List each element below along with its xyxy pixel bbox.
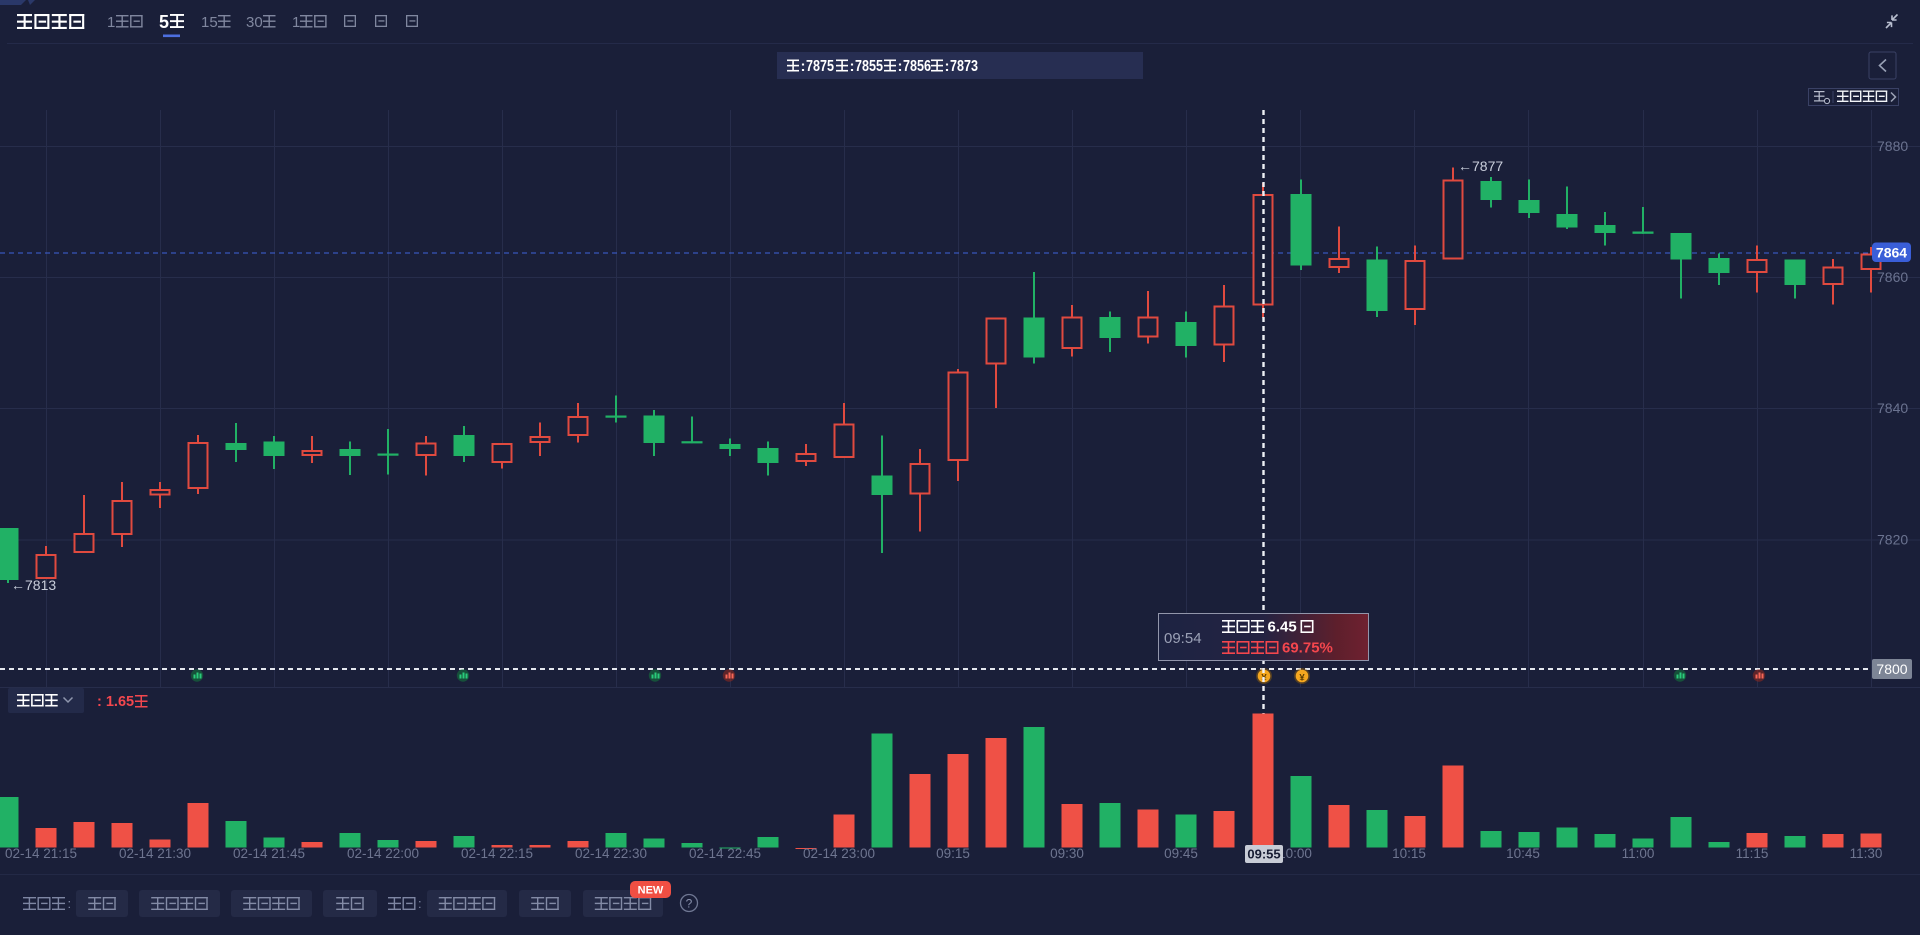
svg-text:7856: 7856 xyxy=(903,58,931,75)
svg-text:02-14 21:30: 02-14 21:30 xyxy=(119,846,191,861)
svg-text:11:15: 11:15 xyxy=(1736,846,1769,861)
svg-text:6.45: 6.45 xyxy=(1268,619,1297,636)
svg-text::: : xyxy=(898,58,903,75)
svg-text::: : xyxy=(850,58,855,75)
svg-text::: : xyxy=(68,896,72,911)
svg-text:09:55: 09:55 xyxy=(1247,847,1280,862)
svg-text:7875: 7875 xyxy=(806,58,834,75)
svg-text:NEW: NEW xyxy=(638,885,664,897)
svg-text:7860: 7860 xyxy=(1877,269,1908,285)
svg-text:30: 30 xyxy=(246,14,263,31)
svg-text:7840: 7840 xyxy=(1877,400,1908,416)
svg-text:←7877: ←7877 xyxy=(1458,158,1503,174)
svg-text:02-14 22:45: 02-14 22:45 xyxy=(689,846,761,861)
svg-text:15: 15 xyxy=(201,14,218,31)
svg-text:10:15: 10:15 xyxy=(1392,846,1426,861)
svg-text:09:45: 09:45 xyxy=(1164,846,1198,861)
svg-text:11:00: 11:00 xyxy=(1622,846,1655,861)
svg-text:02-14 21:45: 02-14 21:45 xyxy=(233,846,305,861)
svg-text::: : xyxy=(418,896,422,911)
svg-text:: 1.65: : 1.65 xyxy=(97,694,134,710)
svg-text:09:54: 09:54 xyxy=(1164,630,1202,647)
svg-text:69.75%: 69.75% xyxy=(1282,640,1333,657)
svg-text:7880: 7880 xyxy=(1877,138,1908,154)
svg-text::: : xyxy=(801,58,806,75)
svg-text:02-14 22:15: 02-14 22:15 xyxy=(461,846,533,861)
svg-text::: : xyxy=(945,58,950,75)
svg-text:10:45: 10:45 xyxy=(1506,846,1540,861)
svg-text:?: ? xyxy=(686,897,693,911)
svg-text:09:30: 09:30 xyxy=(1050,846,1084,861)
svg-text:1: 1 xyxy=(107,14,115,31)
svg-text:02-14 21:15: 02-14 21:15 xyxy=(5,846,77,861)
svg-text:7873: 7873 xyxy=(950,58,978,75)
svg-text:7820: 7820 xyxy=(1877,532,1908,548)
svg-text:11:30: 11:30 xyxy=(1850,846,1883,861)
svg-text:¥: ¥ xyxy=(1299,673,1305,684)
svg-text:02-14 22:00: 02-14 22:00 xyxy=(347,846,419,861)
svg-text:10:00: 10:00 xyxy=(1278,846,1312,861)
svg-text:1: 1 xyxy=(292,14,300,31)
svg-text:←7813: ←7813 xyxy=(11,577,56,593)
svg-text:7800: 7800 xyxy=(1876,661,1907,677)
svg-text:02-14 22:30: 02-14 22:30 xyxy=(575,846,647,861)
svg-text:7855: 7855 xyxy=(855,58,883,75)
svg-text:7864: 7864 xyxy=(1876,245,1907,261)
svg-text:02-14 23:00: 02-14 23:00 xyxy=(803,846,875,861)
svg-text:09:15: 09:15 xyxy=(936,846,970,861)
svg-text:5: 5 xyxy=(159,12,169,32)
